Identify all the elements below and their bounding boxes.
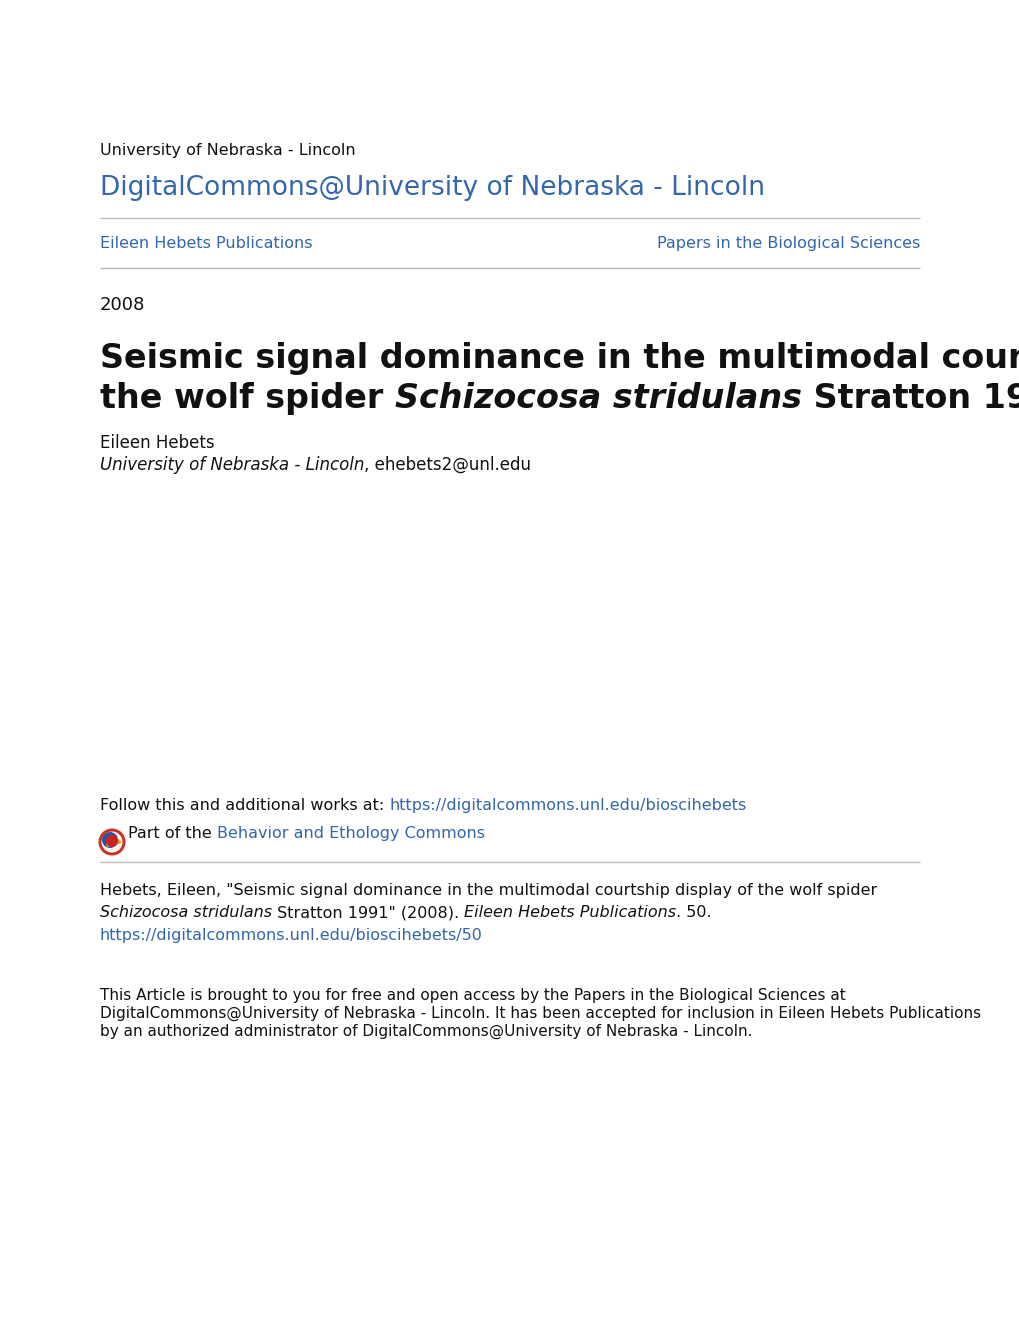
Text: University of Nebraska - Lincoln: University of Nebraska - Lincoln bbox=[100, 143, 356, 158]
Text: Eileen Hebets: Eileen Hebets bbox=[100, 434, 214, 451]
Text: , ehebets2@unl.edu: , ehebets2@unl.edu bbox=[364, 455, 531, 474]
Text: by an authorized administrator of DigitalCommons@University of Nebraska - Lincol: by an authorized administrator of Digita… bbox=[100, 1024, 752, 1039]
Text: Stratton 1991" (2008).: Stratton 1991" (2008). bbox=[272, 906, 464, 920]
Text: https://digitalcommons.unl.edu/bioscihebets: https://digitalcommons.unl.edu/biosciheb… bbox=[389, 799, 746, 813]
Text: . 50.: . 50. bbox=[676, 906, 711, 920]
Circle shape bbox=[102, 832, 118, 847]
Text: DigitalCommons@University of Nebraska - Lincoln. It has been accepted for inclus: DigitalCommons@University of Nebraska - … bbox=[100, 1006, 980, 1022]
Text: 2008: 2008 bbox=[100, 296, 146, 314]
Text: University of Nebraska - Lincoln: University of Nebraska - Lincoln bbox=[100, 455, 364, 474]
Text: Seismic signal dominance in the multimodal courtship display of: Seismic signal dominance in the multimod… bbox=[100, 342, 1019, 375]
Text: https://digitalcommons.unl.edu/bioscihebets/50: https://digitalcommons.unl.edu/biosciheb… bbox=[100, 928, 482, 942]
Text: Stratton 1991: Stratton 1991 bbox=[801, 381, 1019, 414]
Text: Eileen Hebets Publications: Eileen Hebets Publications bbox=[100, 236, 312, 251]
Text: Schizocosa stridulans: Schizocosa stridulans bbox=[394, 381, 801, 414]
Text: Behavior and Ethology Commons: Behavior and Ethology Commons bbox=[217, 826, 484, 841]
Text: Schizocosa stridulans: Schizocosa stridulans bbox=[100, 906, 272, 920]
Text: the wolf spider: the wolf spider bbox=[100, 381, 394, 414]
Text: Follow this and additional works at:: Follow this and additional works at: bbox=[100, 799, 389, 813]
Text: This Article is brought to you for free and open access by the Papers in the Bio: This Article is brought to you for free … bbox=[100, 987, 845, 1003]
Wedge shape bbox=[107, 838, 120, 846]
Text: Eileen Hebets Publications: Eileen Hebets Publications bbox=[464, 906, 676, 920]
Text: Part of the: Part of the bbox=[127, 826, 217, 841]
Text: DigitalCommons@University of Nebraska - Lincoln: DigitalCommons@University of Nebraska - … bbox=[100, 176, 764, 201]
Text: Papers in the Biological Sciences: Papers in the Biological Sciences bbox=[656, 236, 919, 251]
Circle shape bbox=[106, 836, 118, 847]
Text: Hebets, Eileen, "Seismic signal dominance in the multimodal courtship display of: Hebets, Eileen, "Seismic signal dominanc… bbox=[100, 883, 876, 898]
